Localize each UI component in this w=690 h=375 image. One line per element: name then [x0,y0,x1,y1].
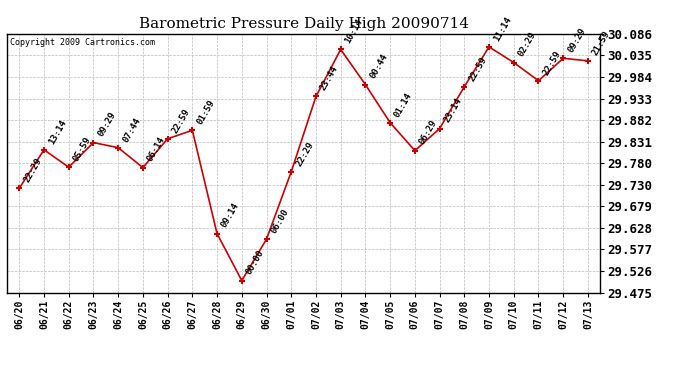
Text: 00:44: 00:44 [368,53,389,80]
Text: 09:14: 09:14 [220,202,241,229]
Text: 09:29: 09:29 [566,26,587,54]
Text: 05:59: 05:59 [72,135,92,163]
Text: 23:44: 23:44 [319,64,340,92]
Text: 01:14: 01:14 [393,91,414,118]
Text: 06:00: 06:00 [269,207,290,235]
Text: 09:29: 09:29 [96,111,117,138]
Text: 22:59: 22:59 [467,55,489,82]
Title: Barometric Pressure Daily High 20090714: Barometric Pressure Daily High 20090714 [139,17,469,31]
Text: 13:14: 13:14 [47,118,68,146]
Text: 10:14: 10:14 [344,18,365,45]
Text: 11:14: 11:14 [492,15,513,43]
Text: 00:00: 00:00 [244,249,266,276]
Text: 01:59: 01:59 [195,98,217,126]
Text: 22:29: 22:29 [294,140,315,168]
Text: 06:29: 06:29 [417,119,439,147]
Text: 22:29: 22:29 [22,156,43,184]
Text: 07:44: 07:44 [121,116,142,144]
Text: 21:59: 21:59 [591,29,612,57]
Text: 02:29: 02:29 [517,31,538,58]
Text: 22:59: 22:59 [541,49,562,76]
Text: 23:14: 23:14 [442,97,464,124]
Text: 22:59: 22:59 [170,107,192,135]
Text: 06:14: 06:14 [146,136,167,164]
Text: Copyright 2009 Cartronics.com: Copyright 2009 Cartronics.com [10,38,155,46]
